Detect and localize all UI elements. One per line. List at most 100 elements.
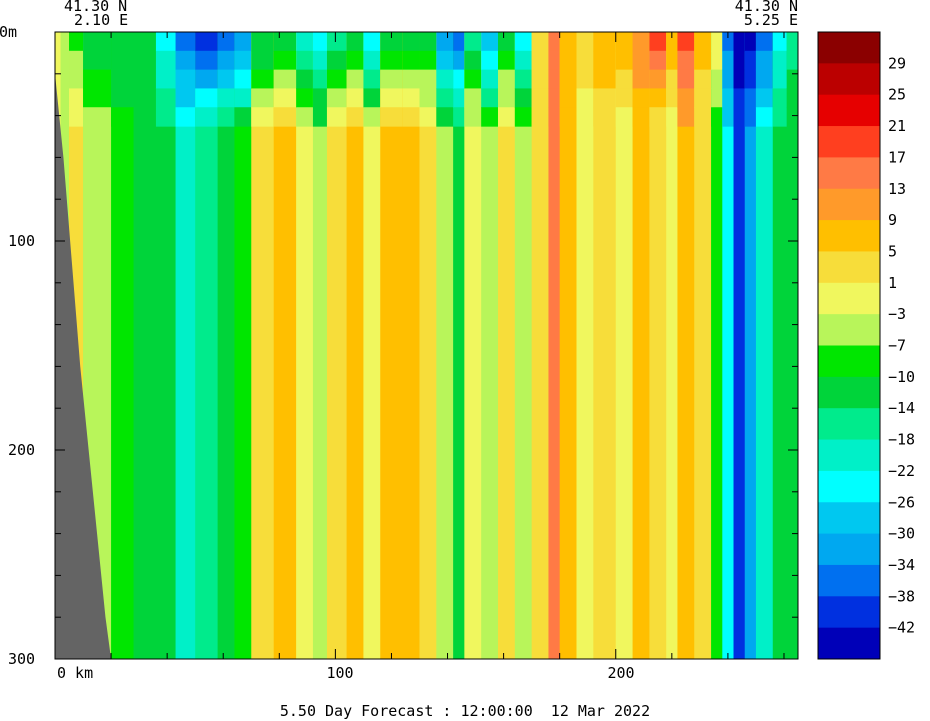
colorbar-label-2: 21: [888, 117, 906, 135]
surface-layer-20-4: [419, 107, 437, 127]
colorbar-label-8: −3: [888, 305, 906, 323]
surface-layer-18-1: [380, 50, 404, 71]
colorbar-label-9: −7: [888, 337, 906, 355]
surface-layer-26-3: [514, 88, 533, 108]
colorbar-swatch-14: [818, 470, 880, 503]
surface-layer-31-3: [593, 88, 617, 108]
colorbar-label-3: 17: [888, 148, 906, 166]
surface-layer-5-1: [133, 50, 157, 71]
surface-layer-25-1: [497, 50, 516, 71]
surface-layer-19-3: [402, 88, 421, 108]
surface-layer-33-1: [632, 50, 650, 71]
surface-layer-32-2: [615, 69, 634, 90]
section-column-42: [755, 32, 774, 659]
surface-layer-34-4: [649, 107, 667, 127]
section-column-5: [133, 32, 157, 659]
surface-layer-39-0: [722, 32, 735, 52]
surface-layer-29-1: [559, 50, 578, 71]
surface-layer-6-4: [155, 107, 177, 127]
surface-layer-34-3: [649, 88, 667, 108]
y-tick-label-200: 200: [8, 441, 35, 459]
surface-layer-3-0: [83, 32, 112, 52]
surface-layer-5-2: [133, 69, 157, 90]
surface-layer-32-0: [615, 32, 634, 52]
surface-layer-7-1: [175, 50, 196, 71]
surface-layer-1-3: [60, 88, 70, 108]
surface-layer-15-1: [326, 50, 348, 71]
surface-layer-13-1: [296, 50, 314, 71]
surface-layer-28-1: [548, 50, 561, 71]
surface-layer-38-4: [711, 107, 723, 127]
surface-layer-10-4: [234, 107, 252, 127]
x-tick-label-200: 200: [607, 664, 634, 682]
surface-layer-36-0: [677, 32, 695, 52]
surface-layer-36-3: [677, 88, 695, 108]
surface-layer-15-4: [326, 107, 348, 127]
colorbar-frame: [817, 31, 881, 660]
surface-layer-23-4: [464, 107, 482, 127]
surface-layer-17-0: [363, 32, 381, 52]
colorbar-label-14: −26: [888, 493, 915, 511]
colorbar-label-10: −10: [888, 368, 915, 386]
surface-layer-28-3: [548, 88, 561, 108]
surface-layer-31-2: [593, 69, 617, 90]
surface-layer-31-4: [593, 107, 617, 127]
section-column-10: [234, 32, 252, 659]
surface-layer-0-1: [55, 50, 62, 71]
surface-layer-22-1: [453, 50, 465, 71]
surface-layer-10-1: [234, 50, 252, 71]
section-column-12: [273, 32, 297, 659]
colorbar-swatch-3: [818, 126, 880, 158]
surface-layer-14-2: [312, 69, 328, 90]
surface-layer-40-0: [733, 32, 746, 52]
surface-layer-28-2: [548, 69, 561, 90]
surface-layer-11-1: [251, 50, 275, 71]
surface-layer-8-0: [195, 32, 219, 52]
surface-layer-35-2: [666, 69, 679, 90]
surface-layer-26-1: [514, 50, 533, 71]
surface-layer-1-1: [60, 50, 70, 71]
surface-layer-23-1: [464, 50, 482, 71]
surface-layer-38-0: [711, 32, 723, 52]
section-column-26: [514, 32, 533, 659]
surface-layer-30-3: [576, 88, 594, 108]
section-column-40: [733, 32, 746, 659]
surface-layer-11-3: [251, 88, 275, 108]
section-column-43: [772, 32, 788, 659]
section-column-7: [175, 32, 196, 659]
surface-layer-8-2: [195, 69, 219, 90]
surface-layer-37-1: [694, 50, 712, 71]
colorbar-label-13: −22: [888, 462, 915, 480]
surface-layer-4-0: [111, 32, 135, 52]
surface-layer-39-4: [722, 107, 735, 127]
surface-layer-38-2: [711, 69, 723, 90]
surface-layer-1-2: [60, 69, 70, 90]
surface-layer-42-3: [755, 88, 774, 108]
surface-layer-29-3: [559, 88, 578, 108]
x-tick-label-100: 100: [326, 664, 353, 682]
surface-layer-35-4: [666, 107, 679, 127]
surface-layer-14-3: [312, 88, 328, 108]
surface-layer-44-4: [786, 107, 798, 127]
surface-layer-29-0: [559, 32, 578, 52]
surface-layer-0-0: [55, 32, 62, 52]
section-column-27: [531, 32, 550, 659]
surface-layer-44-1: [786, 50, 798, 71]
colorbar-label-16: −34: [888, 556, 915, 574]
left-lat-label: 41.30 N: [64, 0, 127, 15]
surface-layer-30-1: [576, 50, 594, 71]
surface-layer-4-4: [111, 107, 135, 127]
colorbar-label-12: −18: [888, 431, 915, 449]
section-column-36: [677, 32, 695, 659]
colorbar-swatch-1: [818, 63, 880, 96]
surface-layer-43-4: [772, 107, 788, 127]
surface-layer-25-0: [497, 32, 516, 52]
surface-layer-2-1: [69, 50, 84, 71]
surface-layer-16-3: [346, 88, 365, 108]
colorbar-label-6: 5: [888, 242, 897, 260]
surface-layer-21-0: [436, 32, 454, 52]
section-column-21: [436, 32, 454, 659]
surface-layer-23-0: [464, 32, 482, 52]
surface-layer-7-4: [175, 107, 196, 127]
surface-layer-24-4: [481, 107, 499, 127]
